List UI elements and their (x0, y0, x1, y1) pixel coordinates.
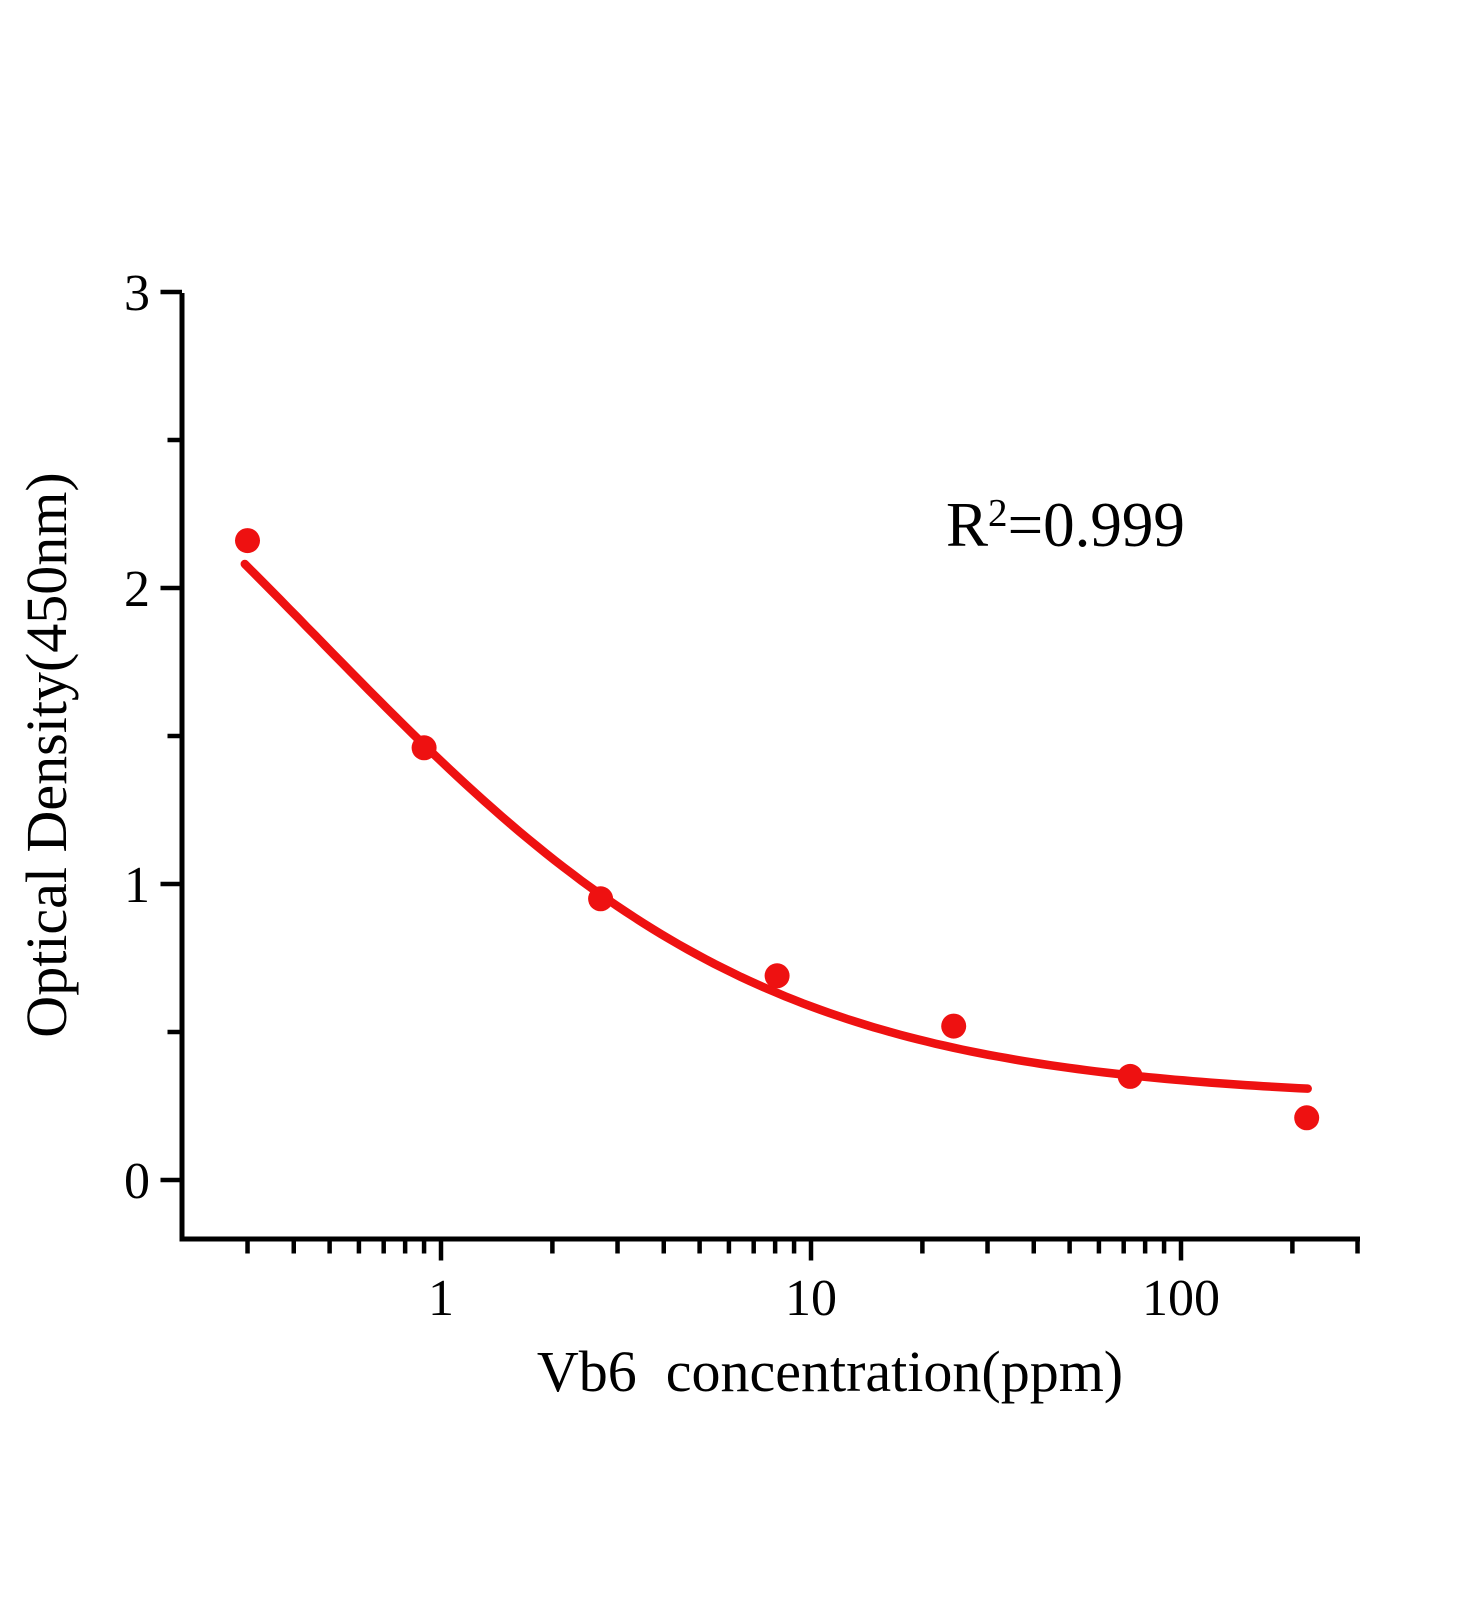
axis-spines (179, 293, 1360, 1242)
y-tick-label: 3 (124, 265, 150, 322)
r-squared-base: R (946, 490, 989, 560)
data-point (764, 963, 790, 989)
x-tick-label: 100 (1142, 1270, 1220, 1327)
data-point (1294, 1105, 1320, 1131)
y-tick-label: 1 (124, 857, 150, 914)
fit-curve (240, 559, 1312, 1093)
data-point (235, 528, 260, 554)
x-tick-label: 1 (428, 1270, 454, 1327)
data-point (1117, 1063, 1143, 1089)
r-squared-value: =0.999 (1007, 490, 1185, 560)
data-point (941, 1013, 967, 1039)
y-tick-label: 0 (124, 1153, 150, 1210)
y-tick-label: 2 (124, 561, 150, 618)
r-squared-exponent: 2 (988, 491, 1008, 535)
x-tick-label: 10 (785, 1270, 837, 1327)
r-squared-annotation: R2=0.999 (946, 494, 1185, 557)
x-axis-title: Vb6 concentration(ppm) (536, 1339, 1124, 1404)
data-point (588, 886, 614, 912)
data-point (411, 735, 437, 761)
y-axis-title: Optical Density(450nm) (14, 472, 79, 1038)
